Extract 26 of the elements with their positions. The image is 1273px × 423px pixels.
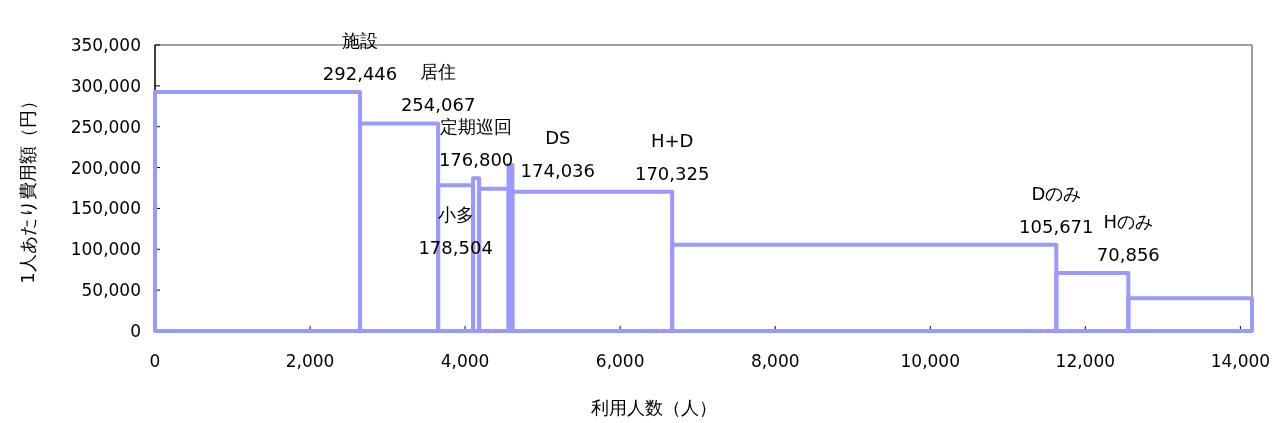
- y-tick-label: 100,000: [70, 239, 141, 260]
- x-tick-label: 8,000: [750, 351, 800, 371]
- annotation: Hのみ 70,856: [1096, 211, 1160, 266]
- x-tick-label: 0: [149, 351, 161, 371]
- x-axis-title: 利用人数（人）: [590, 397, 717, 418]
- x-tick-label: 12,000: [1055, 351, 1116, 371]
- y-tick-label: 200,000: [70, 157, 141, 178]
- annotation: H+D 170,325: [634, 129, 710, 184]
- x-tick-label: 6,000: [595, 351, 645, 371]
- y-tick-label: 250,000: [70, 116, 141, 137]
- x-tick-label: 10,000: [900, 351, 961, 371]
- y-tick-label: 50,000: [81, 280, 141, 301]
- x-tick-label: 2,000: [285, 351, 335, 371]
- annotation: 小多 178,504: [418, 204, 493, 259]
- annotation: DS 174,036: [520, 126, 596, 181]
- y-tick-label: 300,000: [70, 75, 141, 96]
- annotation: 定期巡回 176,800: [438, 116, 514, 171]
- x-tick-label: 14,000: [1210, 351, 1271, 371]
- y-tick-label: 0: [130, 321, 141, 341]
- annotation: 施設 292,446: [322, 30, 398, 85]
- y-axis-title: 1人あたり費用額（円）: [17, 92, 38, 284]
- x-tick-label: 4,000: [440, 351, 490, 371]
- annotation: 居住 254,067: [400, 61, 476, 116]
- annotation: Dのみ 105,671: [1019, 182, 1094, 237]
- y-tick-label: 350,000: [70, 35, 141, 55]
- y-tick-label: 150,000: [70, 198, 141, 219]
